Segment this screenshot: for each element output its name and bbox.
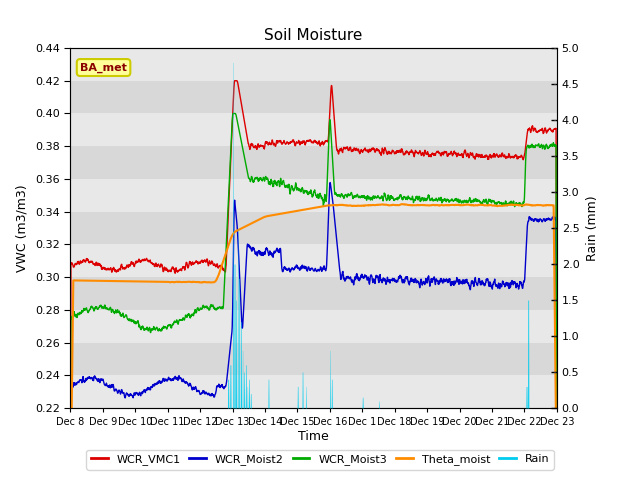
Legend: WCR_VMC1, WCR_Moist2, WCR_Moist3, Theta_moist, Rain: WCR_VMC1, WCR_Moist2, WCR_Moist3, Theta_… bbox=[86, 450, 554, 469]
Bar bbox=[70, 48, 557, 81]
Bar bbox=[70, 179, 557, 212]
Bar bbox=[70, 375, 557, 408]
Bar bbox=[70, 310, 557, 343]
Bar bbox=[70, 244, 557, 277]
Bar bbox=[70, 212, 557, 244]
Bar bbox=[70, 113, 557, 146]
Bar bbox=[70, 277, 557, 310]
Bar bbox=[70, 146, 557, 179]
Y-axis label: Rain (mm): Rain (mm) bbox=[586, 195, 599, 261]
X-axis label: Time: Time bbox=[298, 430, 329, 443]
Bar bbox=[70, 343, 557, 375]
Y-axis label: VWC (m3/m3): VWC (m3/m3) bbox=[15, 184, 28, 272]
Text: BA_met: BA_met bbox=[80, 62, 127, 72]
Title: Soil Moisture: Soil Moisture bbox=[264, 28, 363, 43]
Bar bbox=[70, 81, 557, 113]
